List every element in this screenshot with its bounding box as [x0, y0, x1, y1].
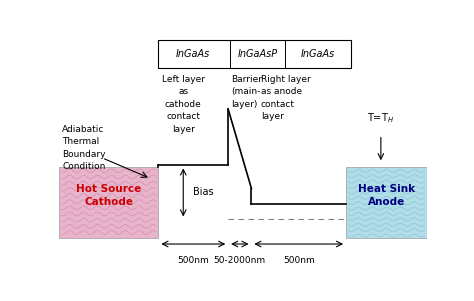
Text: Adiabatic
Thermal
Boundary
Condition: Adiabatic Thermal Boundary Condition [63, 125, 106, 171]
Text: InGaAs: InGaAs [301, 49, 335, 59]
Text: InGaAs: InGaAs [176, 49, 210, 59]
Text: Cathode: Cathode [84, 197, 133, 207]
Bar [59, 167, 158, 238]
Text: Bias: Bias [192, 188, 213, 197]
Text: 50-2000nm: 50-2000nm [214, 256, 266, 265]
Bar [158, 40, 351, 68]
Text: T=T$_H$: T=T$_H$ [367, 111, 394, 125]
Text: Heat Sink: Heat Sink [358, 184, 415, 194]
Text: 500nm: 500nm [177, 256, 209, 265]
Text: Left layer
as
cathode
contact
layer: Left layer as cathode contact layer [162, 75, 205, 134]
Bar [346, 167, 427, 238]
Text: Right layer
as anode
contact
layer: Right layer as anode contact layer [261, 75, 310, 121]
Text: Barrier
(main-
layer): Barrier (main- layer) [231, 75, 262, 109]
Text: Hot Source: Hot Source [76, 184, 141, 194]
Text: 500nm: 500nm [283, 256, 315, 265]
Text: InGaAsP: InGaAsP [237, 49, 277, 59]
Text: Anode: Anode [368, 197, 405, 207]
